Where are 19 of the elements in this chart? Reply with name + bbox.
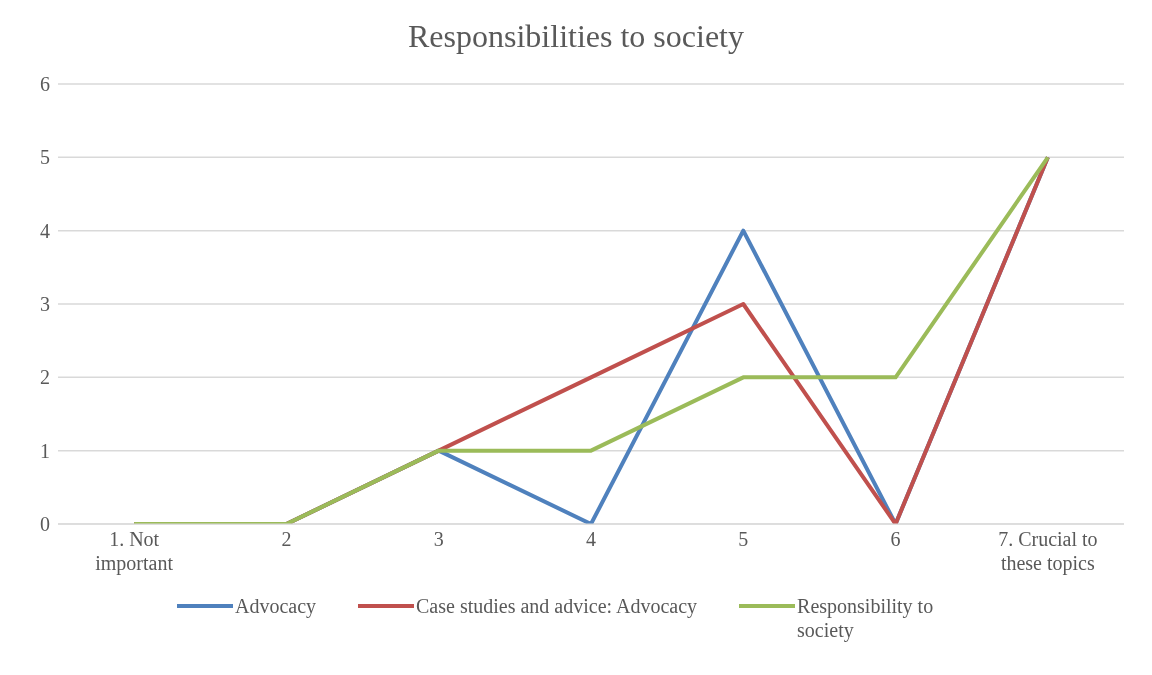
legend-label: Case studies and advice: Advocacy: [416, 594, 698, 618]
chart-title: Responsibilities to society: [407, 17, 745, 56]
y-tick-label: 0: [40, 513, 50, 536]
y-tick-label: 2: [40, 366, 50, 389]
y-tick-label: 4: [40, 219, 50, 242]
y-tick-label: 6: [40, 73, 50, 96]
x-tick-label: 5: [738, 528, 749, 550]
legend-label: Advocacy: [234, 594, 317, 618]
y-tick-label: 5: [40, 146, 50, 169]
y-tick-label: 3: [40, 293, 50, 316]
x-tick-label: 3: [433, 528, 444, 550]
x-tick-label: 7. Crucial to these topics: [998, 528, 1098, 575]
x-tick-label: 1. Not important: [95, 528, 174, 575]
x-tick-label: 6: [890, 528, 901, 550]
y-tick-label: 1: [40, 439, 50, 462]
x-tick-label: 4: [586, 528, 596, 550]
legend-label: Responsibility to society: [797, 594, 935, 642]
x-tick-label: 2: [281, 528, 292, 550]
line-series: [132, 155, 1050, 524]
